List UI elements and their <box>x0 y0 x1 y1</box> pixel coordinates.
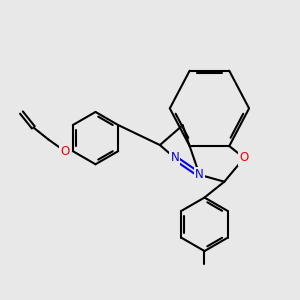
Text: O: O <box>60 145 69 158</box>
Text: N: N <box>195 168 204 181</box>
Text: O: O <box>239 152 249 164</box>
Text: N: N <box>170 152 179 164</box>
